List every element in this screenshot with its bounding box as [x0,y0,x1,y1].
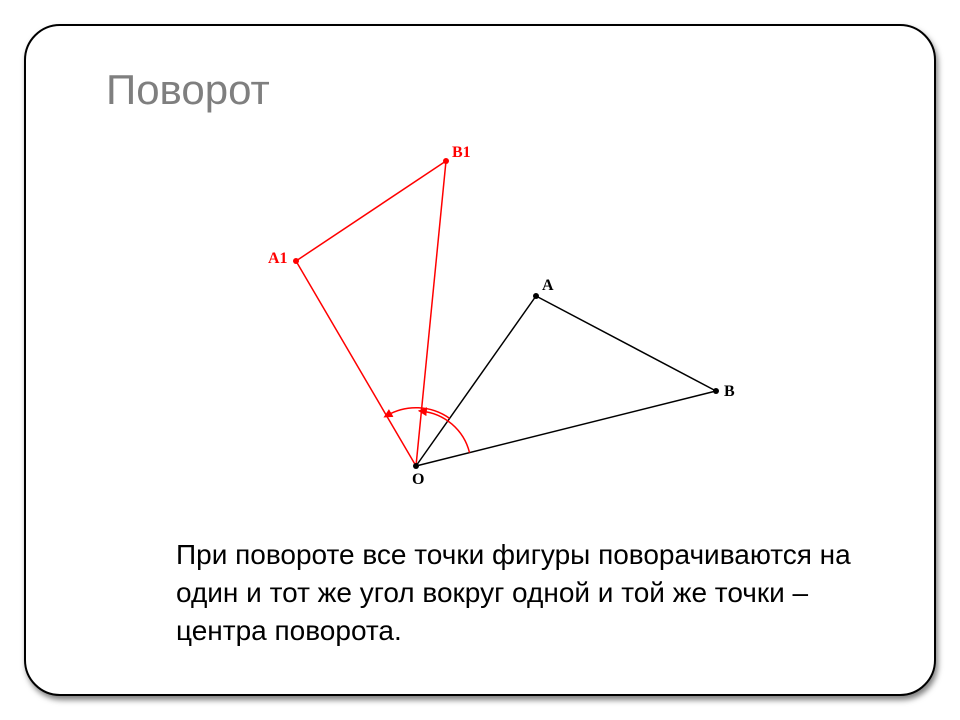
rotation-arc [421,411,469,453]
point-label-O: O [412,471,424,488]
rotation-diagram: O A B A1 B1 [226,146,746,506]
slide-description: При повороте все точки фигуры поворачива… [176,536,876,649]
slide-title: Поворот [106,66,270,114]
point-label-B1: B1 [452,146,471,161]
slide-card: Поворот O A B A1 B1 При повороте все точки ф… [24,24,936,696]
point-label-B: B [724,383,735,400]
point-label-A1: A1 [268,250,288,267]
point-label-A: A [542,277,554,294]
